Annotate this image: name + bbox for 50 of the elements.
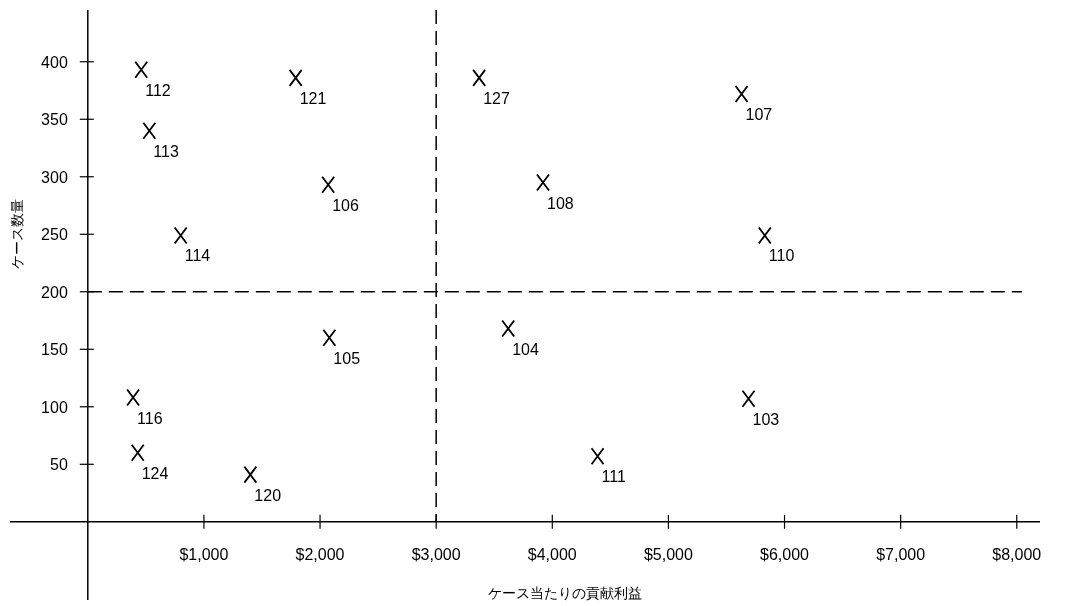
point [321, 175, 336, 194]
annotation: 104 [512, 340, 539, 358]
y-tick-label: 350 [41, 111, 68, 129]
point [590, 447, 605, 466]
annotation: 124 [141, 464, 169, 482]
y-tick-label: 50 [50, 456, 68, 474]
y-tick-label: 400 [41, 53, 68, 71]
point [734, 85, 749, 103]
point [741, 389, 756, 408]
annotation: 107 [745, 105, 773, 123]
point [126, 388, 140, 407]
point [243, 465, 258, 484]
point [501, 319, 516, 338]
x-axis-title: ケース当たりの貢献利益 [488, 585, 642, 601]
x-tick-label: $7,000 [876, 545, 926, 563]
annotation: 103 [752, 410, 780, 428]
point [173, 226, 188, 245]
annotation: 106 [332, 196, 359, 214]
annotation: 116 [137, 409, 163, 427]
annotation: 127 [483, 89, 510, 107]
y-tick-label: 300 [41, 168, 68, 186]
point [134, 60, 149, 79]
point [322, 328, 337, 347]
point [288, 68, 303, 87]
point [472, 68, 487, 87]
x-tick-label: $3,000 [411, 545, 461, 563]
x-tick-label: $4,000 [527, 545, 577, 563]
point [536, 173, 550, 192]
point [757, 226, 772, 245]
y-tick-label: 250 [41, 226, 68, 244]
annotation: 108 [547, 194, 574, 212]
y-tick-label: 200 [41, 283, 68, 301]
x-tick-label: $6,000 [760, 545, 810, 563]
annotation: 112 [145, 81, 171, 99]
annotation: 113 [153, 142, 179, 160]
x-tick-label: $1,000 [179, 545, 229, 563]
x-tick-label: $5,000 [643, 545, 693, 563]
x-tick-label: $8,000 [992, 545, 1042, 563]
y-axis-title: ケース数量 [9, 199, 25, 270]
x-tick-label: $2,000 [295, 545, 345, 563]
annotation: 120 [254, 486, 282, 504]
y-tick-label: 150 [41, 341, 68, 359]
annotation: 121 [299, 89, 327, 107]
annotation: 114 [184, 247, 211, 265]
point [130, 443, 145, 462]
annotation: 105 [333, 349, 361, 367]
annotation: 111 [601, 468, 626, 486]
y-tick-label: 100 [41, 398, 68, 416]
annotation: 110 [768, 247, 795, 265]
point [142, 121, 157, 140]
